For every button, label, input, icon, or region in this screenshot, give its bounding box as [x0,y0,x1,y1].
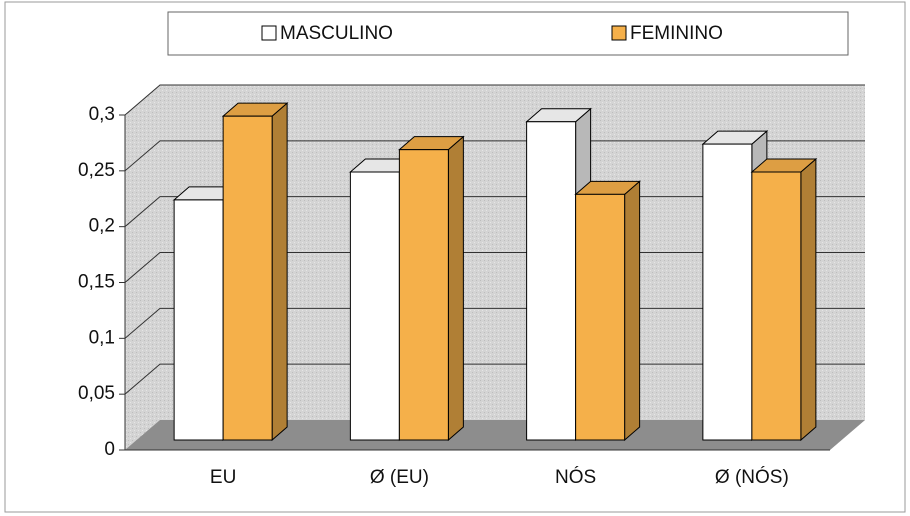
bar [575,193,626,441]
bar-side [271,102,288,442]
y-tick-label: 0,2 [89,216,115,237]
plot-wall [125,85,865,450]
bar [222,115,273,441]
bar [702,143,753,441]
y-tick-label: 0 [104,439,115,460]
y-tick-label: 0,05 [78,383,115,404]
x-tick-label: Ø (NÓS) [715,466,789,488]
bar-side [800,157,817,442]
bar [526,121,577,441]
legend-label: FEMININO [630,23,723,44]
legend [167,11,849,56]
plot-floor [125,420,865,450]
legend-label: MASCULINO [280,23,393,44]
y-tick-label: 0,15 [78,272,115,293]
bar [398,149,449,441]
y-tick-label: 0,25 [78,160,115,181]
x-tick-label: Ø (EU) [370,467,429,488]
y-tick-label: 0,1 [89,327,115,348]
bar-side [447,135,464,442]
y-tick-label: 0,3 [89,104,115,125]
grid-line [124,84,865,116]
bar-side [624,180,641,442]
grid-line [124,140,865,172]
bar [173,199,224,441]
bar [349,171,400,441]
legend-swatch [611,25,627,41]
x-tick-label: EU [210,467,236,488]
bar [751,171,802,441]
x-tick-label: NÓS [555,466,596,488]
legend-swatch [261,25,277,41]
